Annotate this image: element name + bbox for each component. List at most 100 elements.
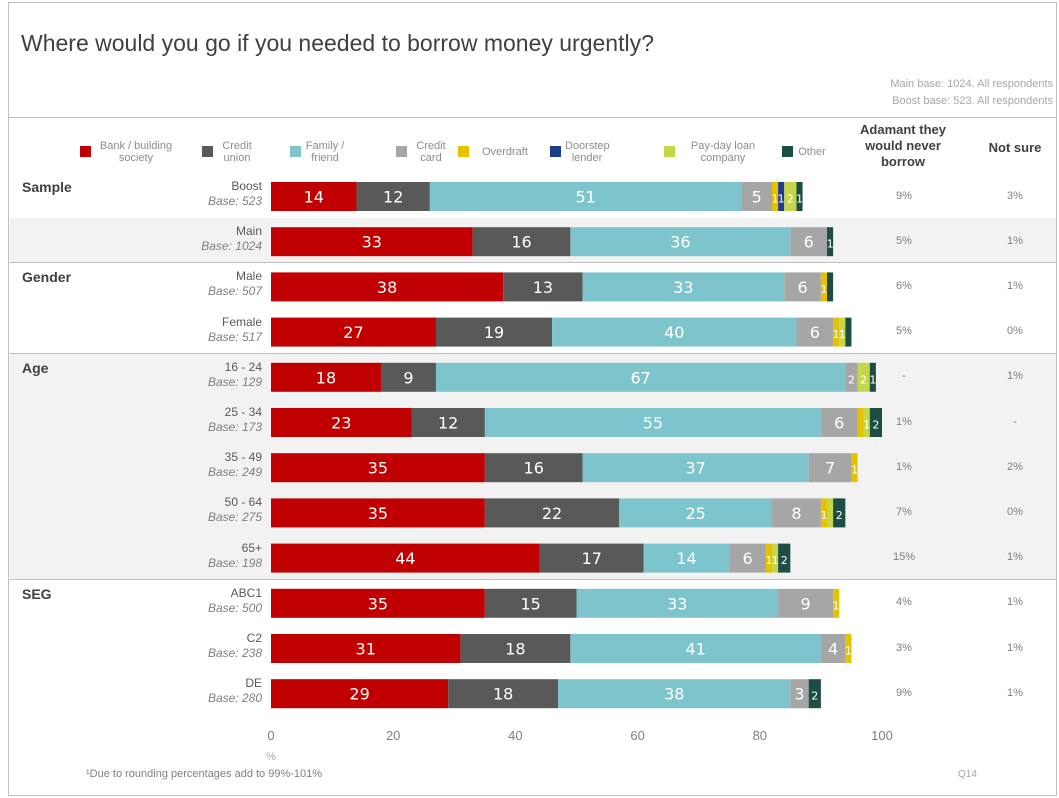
bar-segment — [857, 408, 864, 437]
bar-segment — [271, 543, 540, 573]
not-sure-value: 1% — [1007, 551, 1023, 564]
adamant-value: 3% — [896, 641, 912, 654]
bar-segment — [271, 182, 357, 211]
bar-segment — [778, 588, 834, 618]
bar-value-label: 6 — [804, 233, 814, 252]
bar-segment — [576, 588, 779, 618]
bar-segment — [271, 498, 485, 528]
adamant-value: 5% — [896, 325, 912, 338]
row-name: 25 - 34 — [224, 405, 262, 419]
row-label: 25 - 34 Base: 173 — [22, 405, 262, 435]
not-sure-column-header: Not sure — [988, 140, 1042, 155]
row-name: C2 — [246, 631, 262, 645]
bar-value-label: 1 — [820, 509, 827, 522]
bar-value-label: 4 — [828, 640, 838, 659]
bar-segment — [484, 453, 583, 483]
bar-value-label: 2 — [787, 193, 794, 206]
chart-title: Where would you go if you needed to borr… — [21, 30, 654, 56]
bar-segment — [796, 317, 834, 347]
bar-segment — [503, 272, 583, 302]
bar-segment — [827, 272, 834, 302]
bar-segment — [271, 588, 485, 618]
bar-value-label: 6 — [797, 278, 807, 297]
bar-segment — [845, 317, 852, 347]
bar-segment — [435, 317, 553, 347]
bar-value-label: 15 — [520, 594, 540, 613]
row-label: Main Base: 1024 — [22, 224, 262, 254]
bar-value-label: 1 — [833, 328, 840, 341]
bar-segment — [790, 679, 809, 709]
adamant-value: - — [902, 370, 906, 383]
bar-value-label: 2 — [811, 690, 818, 703]
bar-value-label: 1 — [772, 193, 779, 206]
group-separator — [10, 352, 1056, 354]
bar-value-label: 33 — [673, 278, 693, 297]
legend-swatch — [550, 146, 561, 157]
bar-row: 33 16 36 6 1 — [271, 227, 834, 257]
x-tick-label: 0 — [267, 728, 274, 743]
row-label: Female Base: 517 — [22, 315, 262, 345]
bar-segment — [552, 317, 797, 347]
bar-segment — [582, 453, 809, 483]
row-label: C2 Base: 238 — [22, 631, 262, 661]
bar-segment — [845, 634, 852, 663]
bar-segment — [772, 498, 821, 528]
bar-value-label: 41 — [685, 640, 705, 659]
bar-segment — [790, 227, 828, 257]
bar-row: 35 16 37 7 1 — [271, 453, 858, 483]
row-base: Base: 249 — [207, 465, 262, 480]
legend-label: Doorstep lender — [565, 140, 610, 164]
bar-segment — [839, 317, 846, 347]
bar-segment — [772, 182, 779, 211]
row-base: Base: 500 — [207, 600, 262, 615]
legend-label: Bank / building society — [99, 140, 173, 164]
bar-value-label: 19 — [484, 323, 504, 342]
bar-segment — [869, 362, 876, 392]
legend-label: Family / friend — [305, 140, 345, 164]
not-sure-value: 0% — [1007, 325, 1023, 338]
row-name: 35 - 49 — [224, 450, 262, 465]
bar-segment — [484, 498, 620, 528]
group-label: SEG — [22, 585, 52, 602]
row-base: Base: 1024 — [201, 239, 262, 254]
bar-segment — [411, 408, 485, 437]
legend-label: Overdraft — [482, 146, 528, 158]
bar-value-label: 33 — [667, 594, 687, 613]
row-base: Base: 275 — [207, 510, 262, 525]
row-base: Base: 238 — [207, 646, 262, 660]
bar-segment — [845, 362, 858, 392]
bar-value-label: 1 — [833, 599, 840, 612]
bar-value-label: 2 — [872, 419, 879, 432]
bar-segment — [619, 498, 773, 528]
bar-segment — [570, 227, 791, 257]
bar-value-label: 6 — [834, 414, 844, 433]
footnote: ¹Due to rounding percentages add to 99%-… — [86, 768, 323, 780]
legend-swatch — [458, 146, 469, 157]
bar-segment — [271, 272, 504, 302]
bar-value-label: 12 — [438, 414, 458, 433]
bar-value-label: 1 — [869, 373, 876, 386]
bar-value-label: 22 — [542, 504, 562, 523]
bar-segment — [820, 408, 858, 437]
bar-segment — [863, 408, 870, 437]
bar-value-label: 37 — [685, 459, 705, 478]
adamant-value: 5% — [896, 234, 912, 247]
bar-value-label: 35 — [368, 504, 388, 523]
bar-segment — [827, 227, 834, 257]
x-tick-label: 80 — [753, 728, 767, 743]
legend-swatch — [202, 146, 213, 157]
bar-value-label: 55 — [643, 414, 663, 433]
bar-segment — [820, 498, 828, 528]
bar-segment — [833, 498, 846, 528]
row-name: Female — [221, 314, 262, 329]
bar-segment — [851, 453, 858, 483]
row-name: ABC1 — [230, 585, 262, 600]
row-label: 16 - 24 Base: 129 — [22, 360, 262, 390]
legend-swatch — [396, 146, 407, 157]
legend-label: Other — [798, 146, 826, 158]
row-base: Base: 523 — [207, 194, 262, 208]
bar-segment — [539, 543, 644, 573]
not-sure-value: 2% — [1007, 460, 1023, 473]
x-tick-label: 60 — [630, 728, 644, 743]
